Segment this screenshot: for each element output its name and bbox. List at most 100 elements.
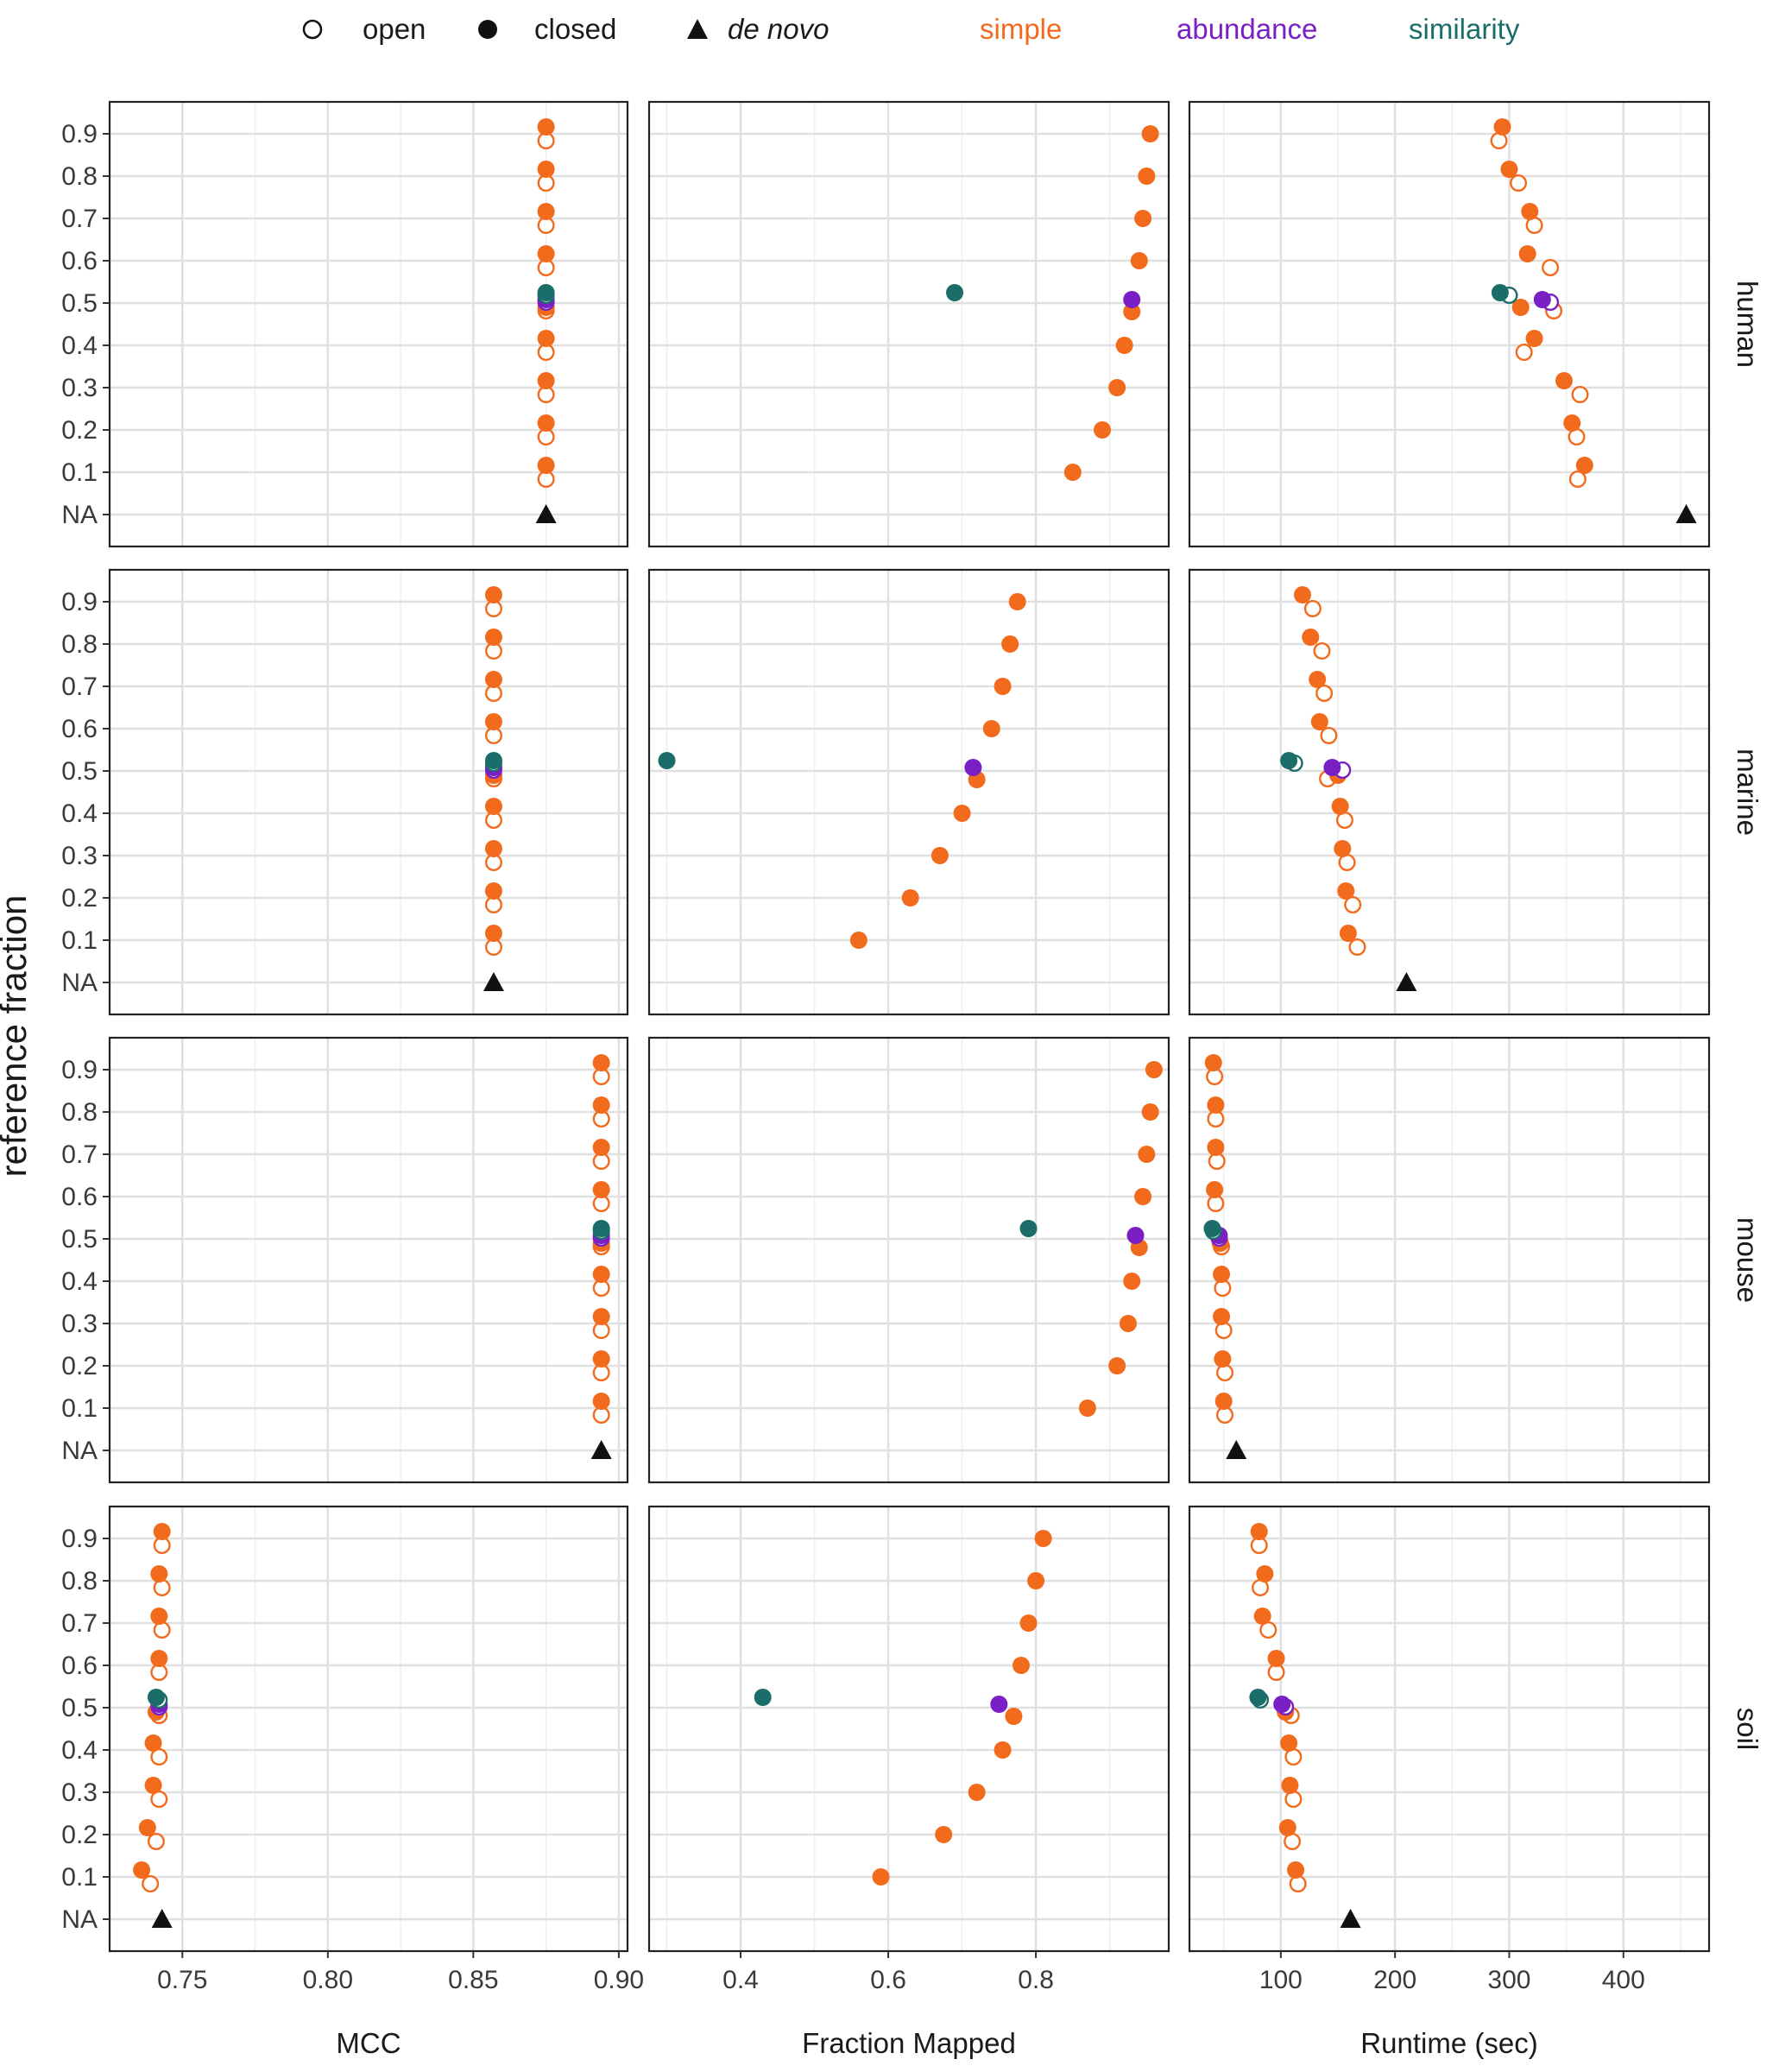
legend-label-abundance: abundance [1177, 13, 1317, 45]
y-tick-label: 0.4 [61, 799, 98, 828]
point-simple-closed [592, 1350, 610, 1368]
point-simple-closed [484, 671, 502, 688]
y-tick-label: 0.4 [61, 1267, 98, 1296]
facet-strip-human: human [1732, 281, 1763, 368]
point-simple-closed [1134, 1188, 1152, 1205]
point-simple-open [1542, 259, 1560, 277]
point-simple-closed [849, 932, 867, 949]
point-simple-closed [1337, 882, 1355, 900]
point-simple-closed [537, 457, 555, 474]
y-tick-label: 0.7 [61, 673, 98, 701]
y-tick-label: 0.2 [61, 884, 98, 913]
point-simple-closed [953, 805, 971, 822]
y-tick-label: 0.6 [61, 1652, 98, 1680]
point-abundance-closed [1123, 291, 1141, 308]
y-tick-label: 0.1 [61, 1394, 98, 1423]
point-simple-open [1348, 938, 1366, 956]
panel-mouse-frac [647, 1036, 1170, 1484]
point-simple-closed [1119, 1315, 1137, 1332]
panel-human-rt [1188, 100, 1711, 548]
panel-marine-frac [647, 568, 1170, 1016]
panel-border [647, 568, 1170, 1016]
point-simple-open [147, 1832, 165, 1850]
point-simple-closed [153, 1523, 171, 1540]
point-denovo [151, 1909, 173, 1928]
point-simple-closed [1134, 210, 1152, 227]
facet-strip-mouse: mouse [1732, 1217, 1763, 1303]
legend-closed-symbol [478, 20, 497, 39]
point-simple-closed [1206, 1181, 1224, 1198]
x-axis-title-frac: Fraction Mapped [802, 2027, 1016, 2059]
point-abundance-closed [1323, 759, 1341, 776]
point-simple-closed [484, 840, 502, 857]
y-tick-label: 0.1 [61, 458, 98, 487]
point-simple-open [1571, 386, 1589, 404]
point-simple-open [153, 1620, 171, 1639]
point-simple-open [153, 1578, 171, 1596]
y-tick-label: 0.2 [61, 1352, 98, 1380]
point-similarity-closed [1249, 1689, 1267, 1706]
y-tick-label: 0.2 [61, 416, 98, 445]
point-simple-closed [931, 847, 949, 864]
y-tick-label: 0.9 [61, 1056, 98, 1084]
y-tick-label: 0.3 [61, 374, 98, 402]
point-simple-open [142, 1874, 160, 1892]
panel-human-frac [647, 100, 1170, 548]
point-simple-closed [1207, 1096, 1225, 1114]
panel-border [108, 100, 629, 548]
x-tick-label: 400 [1602, 1966, 1645, 1994]
point-simple-closed [592, 1266, 610, 1283]
x-tick-label: 0.6 [870, 1966, 906, 1994]
point-simple-closed [1019, 1614, 1038, 1632]
y-tick-label: NA [61, 969, 98, 997]
point-simple-closed [1525, 330, 1543, 347]
point-simple-open [1510, 174, 1528, 192]
point-similarity-closed [1203, 1220, 1221, 1237]
point-simple-closed [1063, 464, 1082, 481]
y-tick-label: 0.4 [61, 332, 98, 360]
point-simple-closed [1500, 161, 1518, 178]
point-simple-closed [1138, 1146, 1156, 1163]
point-simple-closed [1123, 303, 1141, 320]
point-simple-closed [1309, 671, 1327, 688]
facet-strip-soil: soil [1732, 1708, 1763, 1751]
point-denovo [590, 1440, 612, 1459]
legend-label-similarity: similarity [1409, 13, 1520, 45]
point-simple-closed [484, 713, 502, 730]
y-tick-label: NA [61, 1905, 98, 1934]
y-tick-label: 0.8 [61, 1098, 98, 1127]
y-tick-label: 0.9 [61, 1525, 98, 1553]
panel-border [647, 1505, 1170, 1953]
point-abundance-closed [964, 759, 982, 776]
point-simple-closed [1145, 1061, 1163, 1078]
point-simple-open [1320, 727, 1338, 745]
point-simple-open [1344, 895, 1362, 913]
point-simple-closed [537, 161, 555, 178]
panel-mouse-rt [1188, 1036, 1711, 1484]
point-simple-closed [1575, 457, 1593, 474]
point-simple-closed [1115, 337, 1133, 354]
point-denovo [1396, 972, 1417, 991]
point-simple-closed [592, 1139, 610, 1156]
panel-border [108, 1036, 629, 1484]
point-simple-closed [138, 1819, 156, 1836]
point-simple-closed [133, 1861, 151, 1879]
x-tick-label: 300 [1487, 1966, 1530, 1994]
point-simple-open [1214, 1321, 1233, 1339]
point-simple-closed [484, 586, 502, 603]
point-simple-closed [1141, 125, 1159, 142]
point-simple-closed [1256, 1565, 1274, 1582]
point-similarity-closed [658, 752, 676, 769]
point-similarity-closed [592, 1220, 610, 1237]
y-tick-label: 0.6 [61, 1183, 98, 1211]
point-simple-closed [1253, 1608, 1271, 1625]
point-simple-open [1303, 600, 1322, 618]
point-simple-open [1313, 642, 1331, 660]
panel-border [1188, 568, 1711, 1016]
point-simple-closed [1302, 629, 1320, 646]
panel-mouse-mcc: NA 0.1 0.2 0.3 0.4 0.5 0.6 0.7 0.8 0.9 [61, 1036, 629, 1484]
point-simple-open [1315, 685, 1334, 703]
point-simple-closed [144, 1777, 162, 1794]
point-simple-closed [1293, 586, 1311, 603]
point-simple-closed [1027, 1572, 1045, 1589]
